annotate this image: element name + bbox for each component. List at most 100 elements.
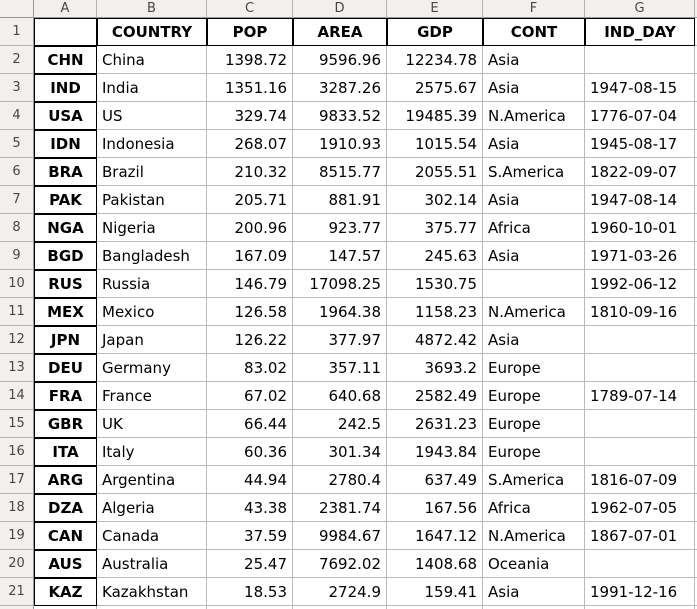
cell-D20[interactable]: 7692.02 bbox=[293, 550, 387, 578]
cell-F13[interactable]: Europe bbox=[483, 354, 585, 382]
cell-C17[interactable]: 44.94 bbox=[207, 466, 293, 494]
cell-G20[interactable] bbox=[585, 550, 695, 578]
cell-D17[interactable]: 2780.4 bbox=[293, 466, 387, 494]
cell-G1[interactable]: IND_DAY bbox=[585, 18, 695, 46]
row-header-9[interactable]: 9 bbox=[0, 242, 34, 270]
cell-G15[interactable] bbox=[585, 410, 695, 438]
cell-B9[interactable]: Bangladesh bbox=[97, 242, 207, 270]
cell-A16[interactable]: ITA bbox=[34, 438, 97, 466]
cell-E17[interactable]: 637.49 bbox=[387, 466, 483, 494]
cell-A1[interactable] bbox=[34, 18, 97, 46]
cell-E18[interactable]: 167.56 bbox=[387, 494, 483, 522]
cell-F12[interactable]: Asia bbox=[483, 326, 585, 354]
row-header-18[interactable]: 18 bbox=[0, 494, 34, 522]
cell-E8[interactable]: 375.77 bbox=[387, 214, 483, 242]
cell-D7[interactable]: 881.91 bbox=[293, 186, 387, 214]
cell-B13[interactable]: Germany bbox=[97, 354, 207, 382]
cell-H17[interactable] bbox=[695, 466, 697, 494]
cell-B5[interactable]: Indonesia bbox=[97, 130, 207, 158]
cell-C22[interactable] bbox=[207, 606, 293, 609]
cell-B17[interactable]: Argentina bbox=[97, 466, 207, 494]
cell-B19[interactable]: Canada bbox=[97, 522, 207, 550]
cell-G6[interactable]: 1822-09-07 bbox=[585, 158, 695, 186]
cell-D22[interactable] bbox=[293, 606, 387, 609]
cell-A8[interactable]: NGA bbox=[34, 214, 97, 242]
cell-B1[interactable]: COUNTRY bbox=[97, 18, 207, 46]
cell-F11[interactable]: N.America bbox=[483, 298, 585, 326]
row-header-11[interactable]: 11 bbox=[0, 298, 34, 326]
row-header-7[interactable]: 7 bbox=[0, 186, 34, 214]
row-header-20[interactable]: 20 bbox=[0, 550, 34, 578]
cell-A7[interactable]: PAK bbox=[34, 186, 97, 214]
cell-D21[interactable]: 2724.9 bbox=[293, 578, 387, 606]
cell-A20[interactable]: AUS bbox=[34, 550, 97, 578]
cell-G17[interactable]: 1816-07-09 bbox=[585, 466, 695, 494]
row-header-16[interactable]: 16 bbox=[0, 438, 34, 466]
cell-H8[interactable] bbox=[695, 214, 697, 242]
column-header-H-partial[interactable] bbox=[695, 0, 697, 18]
cell-D14[interactable]: 640.68 bbox=[293, 382, 387, 410]
cell-H11[interactable] bbox=[695, 298, 697, 326]
cell-F14[interactable]: Europe bbox=[483, 382, 585, 410]
cell-G10[interactable]: 1992-06-12 bbox=[585, 270, 695, 298]
row-header-10[interactable]: 10 bbox=[0, 270, 34, 298]
cell-H21[interactable] bbox=[695, 578, 697, 606]
cell-D6[interactable]: 8515.77 bbox=[293, 158, 387, 186]
cell-A17[interactable]: ARG bbox=[34, 466, 97, 494]
cell-A10[interactable]: RUS bbox=[34, 270, 97, 298]
cell-F3[interactable]: Asia bbox=[483, 74, 585, 102]
cell-A12[interactable]: JPN bbox=[34, 326, 97, 354]
cell-C10[interactable]: 146.79 bbox=[207, 270, 293, 298]
cell-F20[interactable]: Oceania bbox=[483, 550, 585, 578]
row-header-22[interactable] bbox=[0, 606, 34, 609]
column-header-F[interactable]: F bbox=[483, 0, 585, 18]
cell-B7[interactable]: Pakistan bbox=[97, 186, 207, 214]
cell-E21[interactable]: 159.41 bbox=[387, 578, 483, 606]
cell-F6[interactable]: S.America bbox=[483, 158, 585, 186]
cell-G19[interactable]: 1867-07-01 bbox=[585, 522, 695, 550]
cell-A3[interactable]: IND bbox=[34, 74, 97, 102]
cell-D1[interactable]: AREA bbox=[293, 18, 387, 46]
cell-C20[interactable]: 25.47 bbox=[207, 550, 293, 578]
cell-D12[interactable]: 377.97 bbox=[293, 326, 387, 354]
cell-D18[interactable]: 2381.74 bbox=[293, 494, 387, 522]
cell-G16[interactable] bbox=[585, 438, 695, 466]
cell-H22[interactable] bbox=[695, 606, 697, 609]
cell-F9[interactable]: Asia bbox=[483, 242, 585, 270]
row-header-13[interactable]: 13 bbox=[0, 354, 34, 382]
cell-C15[interactable]: 66.44 bbox=[207, 410, 293, 438]
cell-E3[interactable]: 2575.67 bbox=[387, 74, 483, 102]
cell-E10[interactable]: 1530.75 bbox=[387, 270, 483, 298]
cell-H19[interactable] bbox=[695, 522, 697, 550]
cell-B8[interactable]: Nigeria bbox=[97, 214, 207, 242]
cell-C7[interactable]: 205.71 bbox=[207, 186, 293, 214]
cell-C5[interactable]: 268.07 bbox=[207, 130, 293, 158]
cell-E22[interactable] bbox=[387, 606, 483, 609]
cell-H14[interactable] bbox=[695, 382, 697, 410]
cell-G11[interactable]: 1810-09-16 bbox=[585, 298, 695, 326]
cell-B16[interactable]: Italy bbox=[97, 438, 207, 466]
select-all-corner[interactable] bbox=[0, 0, 34, 18]
cell-E19[interactable]: 1647.12 bbox=[387, 522, 483, 550]
cell-E15[interactable]: 2631.23 bbox=[387, 410, 483, 438]
cell-H10[interactable] bbox=[695, 270, 697, 298]
cell-E11[interactable]: 1158.23 bbox=[387, 298, 483, 326]
cell-B20[interactable]: Australia bbox=[97, 550, 207, 578]
cell-G22[interactable] bbox=[585, 606, 695, 609]
cell-D13[interactable]: 357.11 bbox=[293, 354, 387, 382]
cell-B3[interactable]: India bbox=[97, 74, 207, 102]
cell-H16[interactable] bbox=[695, 438, 697, 466]
cell-A15[interactable]: GBR bbox=[34, 410, 97, 438]
cell-F8[interactable]: Africa bbox=[483, 214, 585, 242]
cell-E13[interactable]: 3693.2 bbox=[387, 354, 483, 382]
cell-E14[interactable]: 2582.49 bbox=[387, 382, 483, 410]
cell-H20[interactable] bbox=[695, 550, 697, 578]
cell-H7[interactable] bbox=[695, 186, 697, 214]
cell-F2[interactable]: Asia bbox=[483, 46, 585, 74]
cell-D10[interactable]: 17098.25 bbox=[293, 270, 387, 298]
cell-B11[interactable]: Mexico bbox=[97, 298, 207, 326]
cell-F15[interactable]: Europe bbox=[483, 410, 585, 438]
cell-G21[interactable]: 1991-12-16 bbox=[585, 578, 695, 606]
row-header-8[interactable]: 8 bbox=[0, 214, 34, 242]
cell-A4[interactable]: USA bbox=[34, 102, 97, 130]
